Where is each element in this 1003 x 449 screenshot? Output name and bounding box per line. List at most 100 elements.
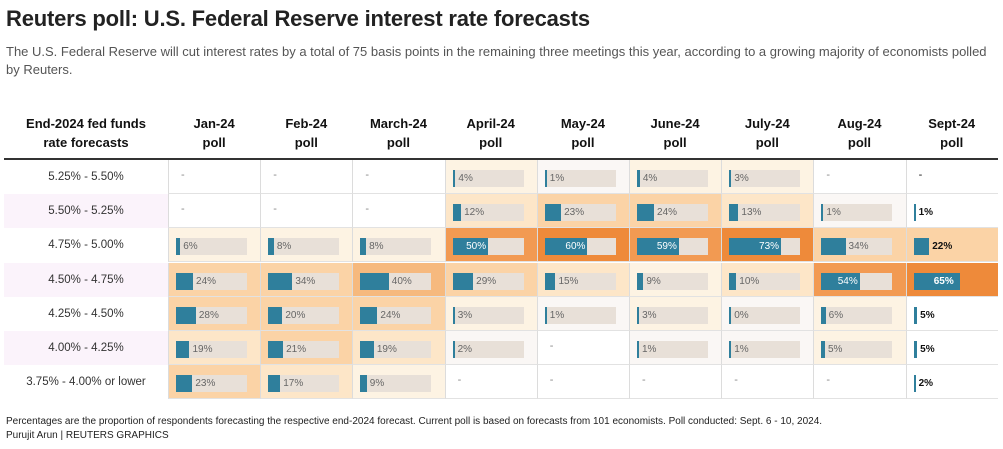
data-label: 1%	[826, 207, 841, 219]
data-bar	[452, 272, 474, 290]
data-bar	[637, 272, 644, 290]
data-label: 3%	[734, 173, 749, 184]
table-cell: 24%	[629, 194, 722, 229]
data-label: 4%	[458, 173, 473, 184]
data-bar	[268, 375, 281, 393]
row-label: 4.25% - 4.50%	[48, 307, 124, 320]
column-header: June-24 poll	[629, 108, 721, 158]
bar-track	[268, 341, 340, 358]
table-cell: 9%	[352, 365, 445, 400]
column-header-poll: poll	[202, 135, 226, 150]
data-bar	[544, 238, 588, 256]
data-bar	[360, 375, 367, 393]
column-header: May-24 poll	[537, 108, 629, 158]
table-cell: 8%	[260, 228, 353, 263]
bar-track	[729, 170, 801, 187]
table-cell: 28%	[168, 296, 261, 331]
no-data-dash: -	[734, 374, 738, 387]
data-label: 60%	[565, 241, 586, 253]
data-label: 28%	[198, 309, 219, 321]
table-cell: 15%	[536, 262, 629, 297]
no-data-dash: -	[273, 203, 277, 216]
data-bar	[821, 238, 846, 256]
row-header-line-2: rate forecasts	[43, 135, 129, 150]
table-cell: 4%	[444, 160, 537, 194]
column-header: Aug-24 poll	[813, 108, 905, 158]
no-data-dash: -	[365, 169, 370, 181]
data-bar	[452, 170, 456, 187]
data-label: 8%	[369, 241, 384, 253]
no-data-dash: -	[273, 169, 277, 181]
data-label: 20%	[285, 309, 306, 321]
table-cell: 9%	[629, 262, 722, 297]
data-bar	[360, 272, 389, 290]
column-header: July-24 poll	[721, 108, 813, 158]
table-cell: 3%	[444, 296, 537, 331]
column-header: Feb-24 poll	[260, 108, 352, 158]
data-label: 50%	[466, 241, 487, 253]
data-label: 65%	[933, 275, 954, 287]
data-label: 21%	[286, 344, 307, 355]
bar-track	[637, 272, 708, 290]
data-bar	[729, 272, 737, 290]
no-data-dash: -	[181, 203, 185, 216]
bar-track	[360, 375, 432, 393]
table-row: 4.50% - 4.75% 24% 34% 40% 29% 15% 9% 10% 54% 65%	[4, 262, 998, 297]
no-data-dash: -	[826, 374, 831, 387]
data-label: 3%	[457, 309, 473, 321]
table-cell: 5%	[905, 296, 998, 331]
no-data-dash: -	[457, 374, 462, 387]
table-cell: -	[168, 194, 261, 229]
table-cell: 1%	[905, 194, 998, 229]
data-label: 5%	[827, 344, 843, 355]
table-row: 4.25% - 4.50% 28% 20% 24% 3% 1% 3% 0% 6% 5%	[4, 296, 998, 331]
data-label: 34%	[295, 275, 316, 287]
table-row: 4.75% - 5.00% 6% 8% 8% 50% 60% 59% 73% 34% 22%	[4, 228, 998, 263]
bar-track	[729, 306, 801, 324]
table-cell: 13%	[721, 194, 814, 229]
no-data-dash: -	[826, 169, 831, 181]
data-label: 54%	[837, 275, 858, 287]
table-cell: 1%	[536, 160, 629, 194]
no-data-dash: -	[365, 203, 370, 216]
data-label: 23%	[195, 378, 216, 390]
bar-track	[729, 204, 801, 222]
chart-subtitle: The U.S. Federal Reserve will cut intere…	[6, 44, 987, 77]
bar-track	[268, 375, 340, 393]
column-header-month: Jan-24	[193, 116, 235, 131]
data-label: 15%	[558, 275, 579, 287]
table-cell: 34%	[260, 262, 353, 297]
data-bar	[176, 238, 181, 256]
bar-track	[544, 306, 616, 324]
footnote: Percentages are the proportion of respon…	[6, 416, 823, 427]
data-bar	[176, 306, 196, 324]
column-header-month: Sept-24	[928, 116, 976, 131]
column-header-poll: poll	[940, 135, 964, 150]
table-cell: -	[813, 365, 906, 400]
column-header-month: Feb-24	[285, 116, 328, 131]
column-header-poll: poll	[571, 135, 595, 150]
data-bar	[452, 204, 462, 222]
data-label: 17%	[283, 378, 304, 390]
data-label: 2%	[457, 344, 473, 355]
bar-track	[176, 375, 247, 393]
data-bar	[913, 341, 918, 358]
data-bar	[637, 306, 640, 324]
data-bar	[913, 204, 916, 222]
table-cell: 6%	[168, 228, 261, 263]
data-bar	[729, 238, 782, 256]
chart-title: Reuters poll: U.S. Federal Reserve inter…	[6, 6, 590, 31]
table-cell: -	[905, 160, 998, 194]
data-label: 1%	[918, 207, 934, 219]
column-header-poll: poll	[663, 135, 687, 150]
column-header-poll: poll	[386, 135, 411, 150]
bar-track	[176, 341, 247, 358]
table-cell: 73%	[721, 228, 814, 263]
data-bar	[913, 238, 930, 256]
table-cell: 21%	[260, 331, 353, 365]
data-label: 8%	[276, 241, 292, 253]
data-bar	[821, 272, 860, 290]
no-data-dash: -	[918, 169, 923, 181]
no-data-dash: -	[549, 374, 554, 387]
bar-track	[729, 341, 801, 358]
